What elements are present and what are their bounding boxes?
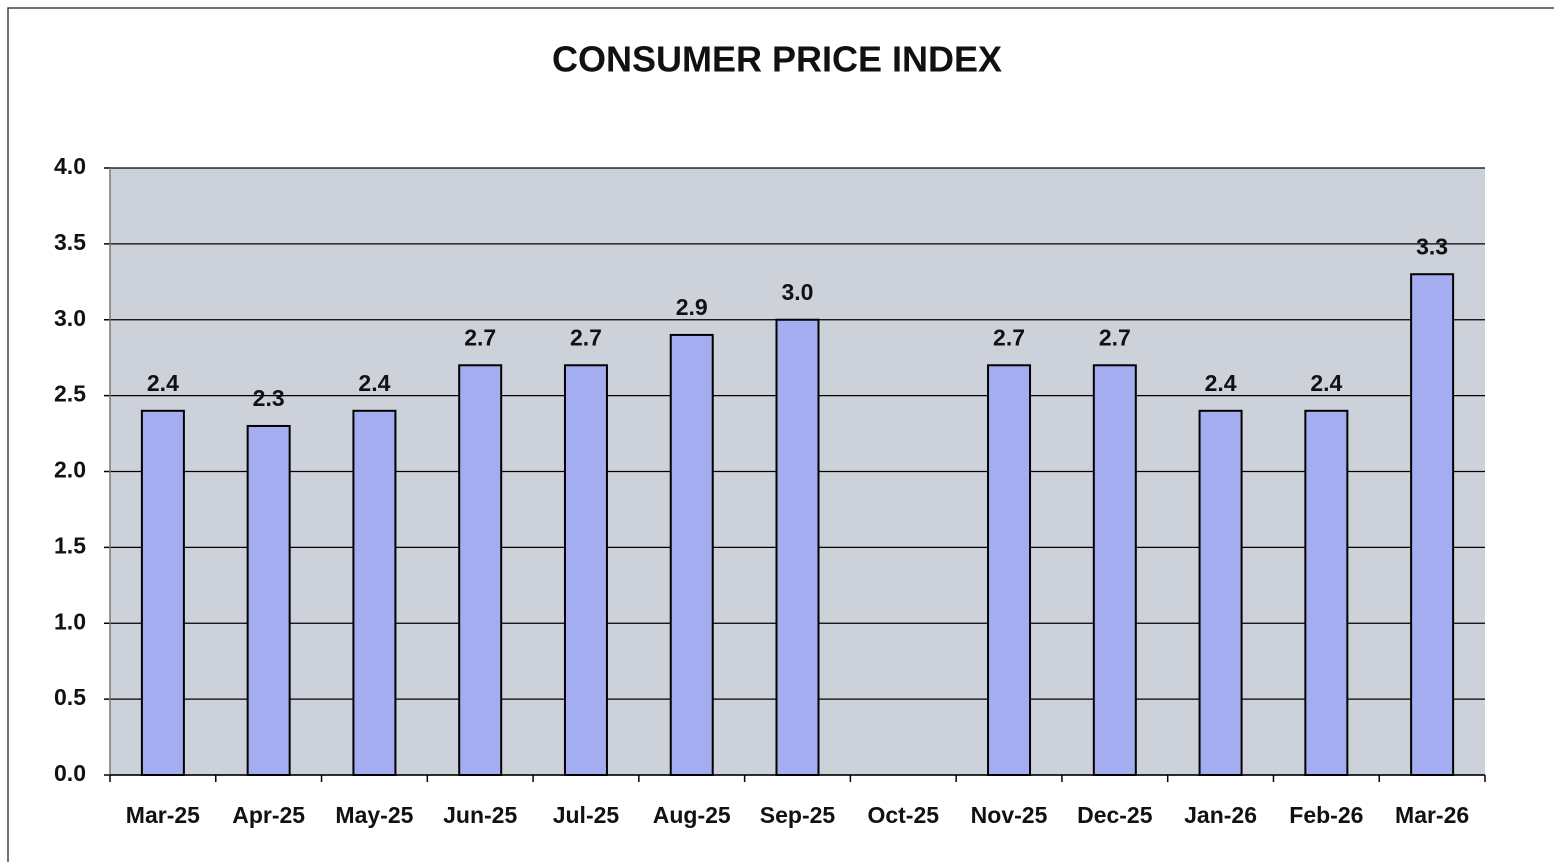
x-tick-label: Feb-26 bbox=[1289, 802, 1363, 828]
bar bbox=[1304, 409, 1349, 776]
y-tick-label: 4.0 bbox=[54, 153, 86, 179]
chart-title: CONSUMER PRICE INDEX bbox=[552, 39, 1002, 80]
data-label: 2.4 bbox=[1205, 370, 1237, 396]
chart-frame bbox=[7, 7, 1554, 862]
x-tick-label: Mar-26 bbox=[1395, 802, 1469, 828]
y-tick-label: 3.5 bbox=[54, 229, 86, 255]
data-label: 2.7 bbox=[1099, 324, 1131, 350]
y-tick-label: 2.5 bbox=[54, 381, 86, 407]
x-tick-label: Sep-25 bbox=[760, 802, 836, 828]
x-tick-label: Dec-25 bbox=[1077, 802, 1153, 828]
data-label: 2.7 bbox=[570, 324, 602, 350]
data-label: 2.4 bbox=[147, 370, 179, 396]
bar bbox=[1092, 364, 1137, 776]
data-label: 3.3 bbox=[1416, 233, 1448, 259]
y-tick-label: 1.0 bbox=[54, 608, 86, 634]
data-label: 3.0 bbox=[782, 279, 814, 305]
bar bbox=[352, 409, 397, 776]
x-tick-label: Jan-26 bbox=[1184, 802, 1257, 828]
x-tick-label: Mar-25 bbox=[126, 802, 200, 828]
bar bbox=[775, 318, 820, 776]
y-tick-label: 3.0 bbox=[54, 305, 86, 331]
y-tick-label: 0.0 bbox=[54, 760, 86, 786]
y-tick-label: 2.0 bbox=[54, 457, 86, 483]
x-tick-label: May-25 bbox=[335, 802, 413, 828]
x-tick-label: Nov-25 bbox=[971, 802, 1048, 828]
bar bbox=[669, 333, 714, 776]
bar bbox=[458, 364, 503, 776]
bar bbox=[140, 409, 185, 776]
data-label: 2.7 bbox=[464, 324, 496, 350]
bar bbox=[1410, 273, 1455, 776]
x-tick-label: Jul-25 bbox=[553, 802, 620, 828]
data-label: 2.3 bbox=[253, 385, 285, 411]
x-tick-label: Jun-25 bbox=[443, 802, 517, 828]
data-label: 2.4 bbox=[1310, 370, 1342, 396]
data-label: 2.9 bbox=[676, 294, 708, 320]
data-label: 2.4 bbox=[358, 370, 390, 396]
bar bbox=[1198, 409, 1243, 776]
bar bbox=[987, 364, 1032, 776]
data-label: 2.7 bbox=[993, 324, 1025, 350]
y-tick-label: 0.5 bbox=[54, 684, 86, 710]
x-tick-label: Oct-25 bbox=[867, 802, 939, 828]
x-tick-label: Aug-25 bbox=[653, 802, 731, 828]
y-tick-label: 1.5 bbox=[54, 532, 86, 558]
bar bbox=[563, 364, 608, 776]
bar bbox=[246, 424, 291, 776]
x-tick-label: Apr-25 bbox=[232, 802, 305, 828]
